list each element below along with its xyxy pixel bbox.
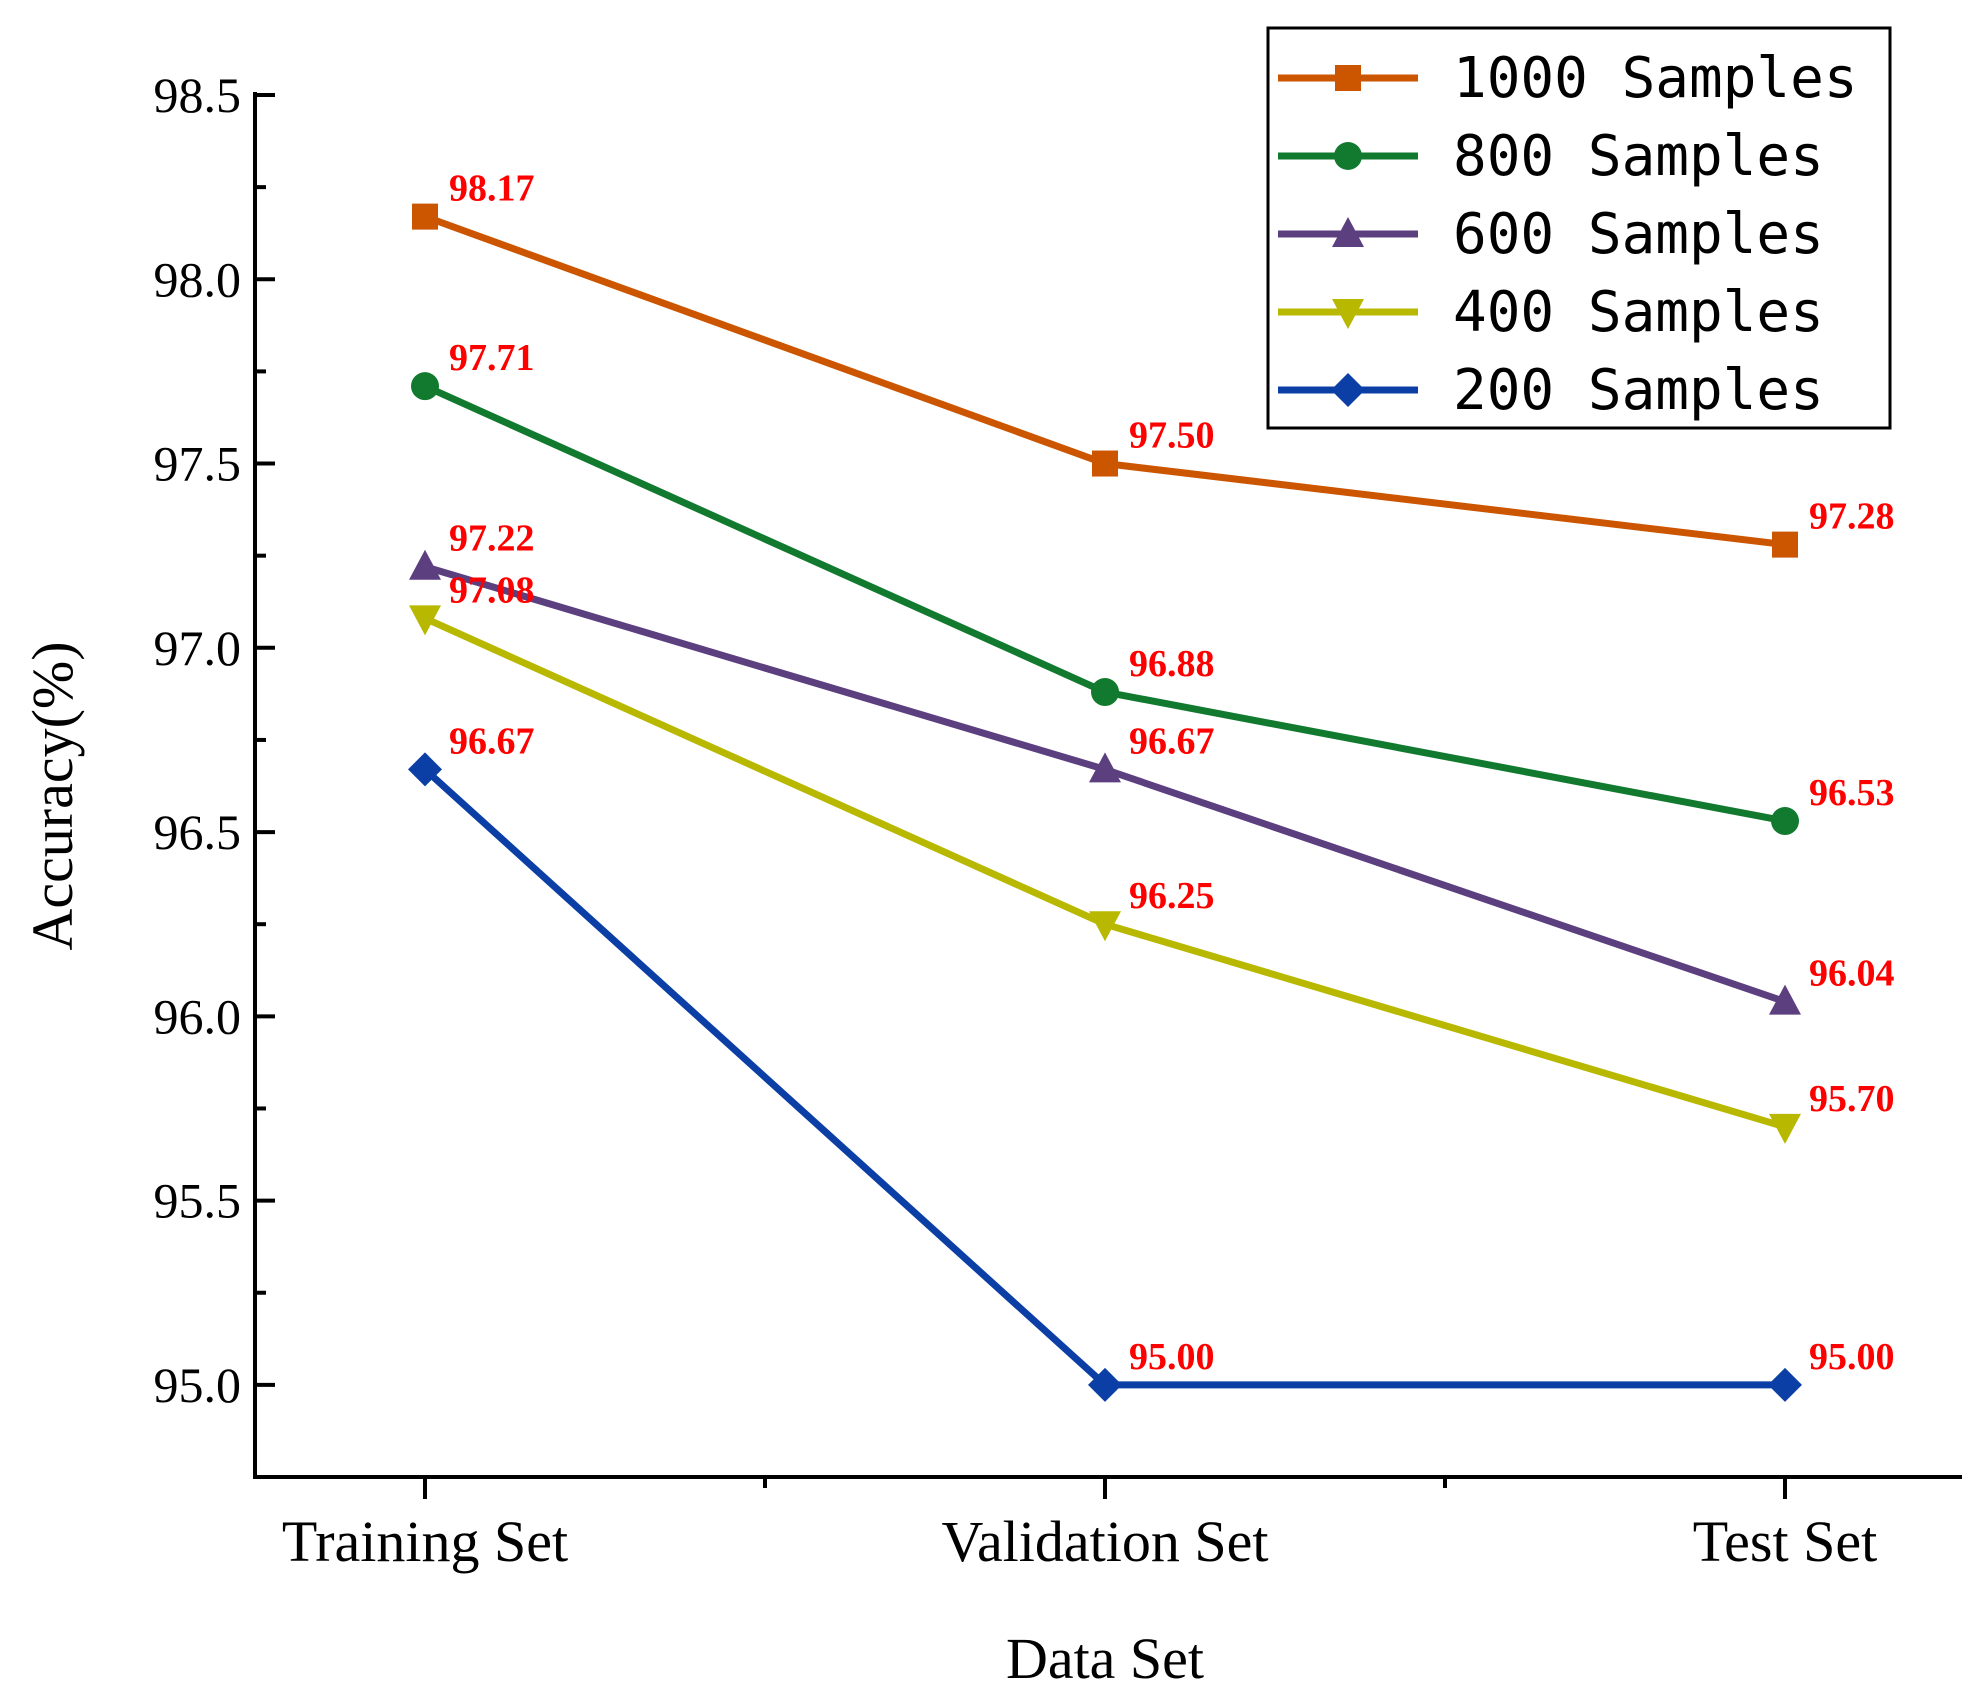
legend-marker-1000-samples xyxy=(1335,65,1361,91)
legend-item-800-samples: 800 Samples xyxy=(1278,124,1824,189)
y-axis-title: Accuracy(%) xyxy=(20,641,85,950)
data-point-800-samples xyxy=(1771,807,1799,836)
data-label-400-samples: 96.25 xyxy=(1129,875,1215,917)
data-labels-layer: 96.67 95.00 95.00 97.08 96.25 95.70 97.22 96.67… xyxy=(449,168,1895,1378)
data-label-1000-samples: 97.28 xyxy=(1809,496,1895,538)
data-point-600-samples xyxy=(1089,752,1121,783)
x-tick-label: Validation Set xyxy=(941,1509,1268,1574)
data-point-200-samples xyxy=(1088,1367,1122,1402)
data-point-400-samples xyxy=(409,605,441,636)
data-point-800-samples xyxy=(411,372,439,401)
series-400-samples xyxy=(409,605,1801,1144)
x-tick-label: Training Set xyxy=(282,1509,568,1574)
y-tick-label: 97.0 xyxy=(154,620,242,676)
data-label-800-samples: 96.53 xyxy=(1809,772,1895,814)
data-point-800-samples xyxy=(1091,678,1119,707)
legend-marker-200-samples xyxy=(1331,373,1365,407)
y-tick-label: 95.5 xyxy=(154,1173,242,1229)
data-label-600-samples: 96.04 xyxy=(1809,953,1895,995)
series-1000-samples xyxy=(412,203,1798,558)
data-point-1000-samples xyxy=(412,203,438,230)
legend-label-1000-samples: 1000 Samples xyxy=(1453,46,1858,111)
data-label-1000-samples: 98.17 xyxy=(449,168,535,210)
legend-marker-800-samples xyxy=(1334,142,1362,170)
data-point-400-samples xyxy=(1089,911,1121,942)
legend-item-200-samples: 200 Samples xyxy=(1278,358,1824,423)
data-point-200-samples xyxy=(1768,1367,1802,1402)
data-label-1000-samples: 97.50 xyxy=(1129,415,1215,457)
legend-label-200-samples: 200 Samples xyxy=(1453,358,1824,423)
data-label-400-samples: 95.70 xyxy=(1809,1078,1895,1120)
x-axis-title: Data Set xyxy=(1006,1626,1204,1691)
y-tick-label: 96.5 xyxy=(154,804,242,860)
y-tick-label: 98.5 xyxy=(154,67,242,123)
series-200-samples xyxy=(408,752,1802,1402)
legend-label-600-samples: 600 Samples xyxy=(1453,202,1824,267)
y-tick-label: 97.5 xyxy=(154,436,242,492)
legend: 1000 Samples 800 Samples 600 Samples 400 Sa… xyxy=(1266,26,1892,430)
data-label-200-samples: 96.67 xyxy=(449,720,535,762)
legend-label-800-samples: 800 Samples xyxy=(1453,124,1824,189)
x-tick-label: Test Set xyxy=(1693,1509,1877,1574)
legend-item-600-samples: 600 Samples xyxy=(1278,202,1824,267)
data-label-800-samples: 96.88 xyxy=(1129,643,1215,685)
y-tick-label: 96.0 xyxy=(154,988,242,1044)
series-600-samples xyxy=(409,549,1801,1015)
data-point-1000-samples xyxy=(1772,531,1798,558)
legend-marker-400-samples xyxy=(1332,299,1364,329)
series-800-samples xyxy=(411,372,1799,836)
data-label-400-samples: 97.08 xyxy=(449,569,535,611)
data-point-600-samples xyxy=(1769,984,1801,1015)
axes: 95.0 95.5 96.0 96.5 97.0 97.5 98.0 98.5 Training… xyxy=(154,67,1962,1574)
legend-item-1000-samples: 1000 Samples xyxy=(1278,46,1858,111)
data-label-800-samples: 97.71 xyxy=(449,337,535,379)
legend-box xyxy=(1266,26,1892,430)
data-point-1000-samples xyxy=(1092,450,1118,477)
data-point-400-samples xyxy=(1769,1113,1801,1144)
data-label-600-samples: 97.22 xyxy=(449,518,535,560)
data-label-200-samples: 95.00 xyxy=(1129,1336,1215,1378)
legend-item-400-samples: 400 Samples xyxy=(1278,280,1824,345)
data-label-200-samples: 95.00 xyxy=(1809,1336,1895,1378)
data-point-200-samples xyxy=(408,752,442,787)
y-tick-label: 95.0 xyxy=(154,1357,242,1413)
legend-marker-600-samples xyxy=(1332,217,1364,247)
series-layer xyxy=(408,203,1802,1402)
series-line-200-samples xyxy=(422,766,1785,1389)
y-tick-label: 98.0 xyxy=(154,251,242,307)
data-point-600-samples xyxy=(409,549,441,580)
data-label-600-samples: 96.67 xyxy=(1129,720,1215,762)
legend-label-400-samples: 400 Samples xyxy=(1453,280,1824,345)
